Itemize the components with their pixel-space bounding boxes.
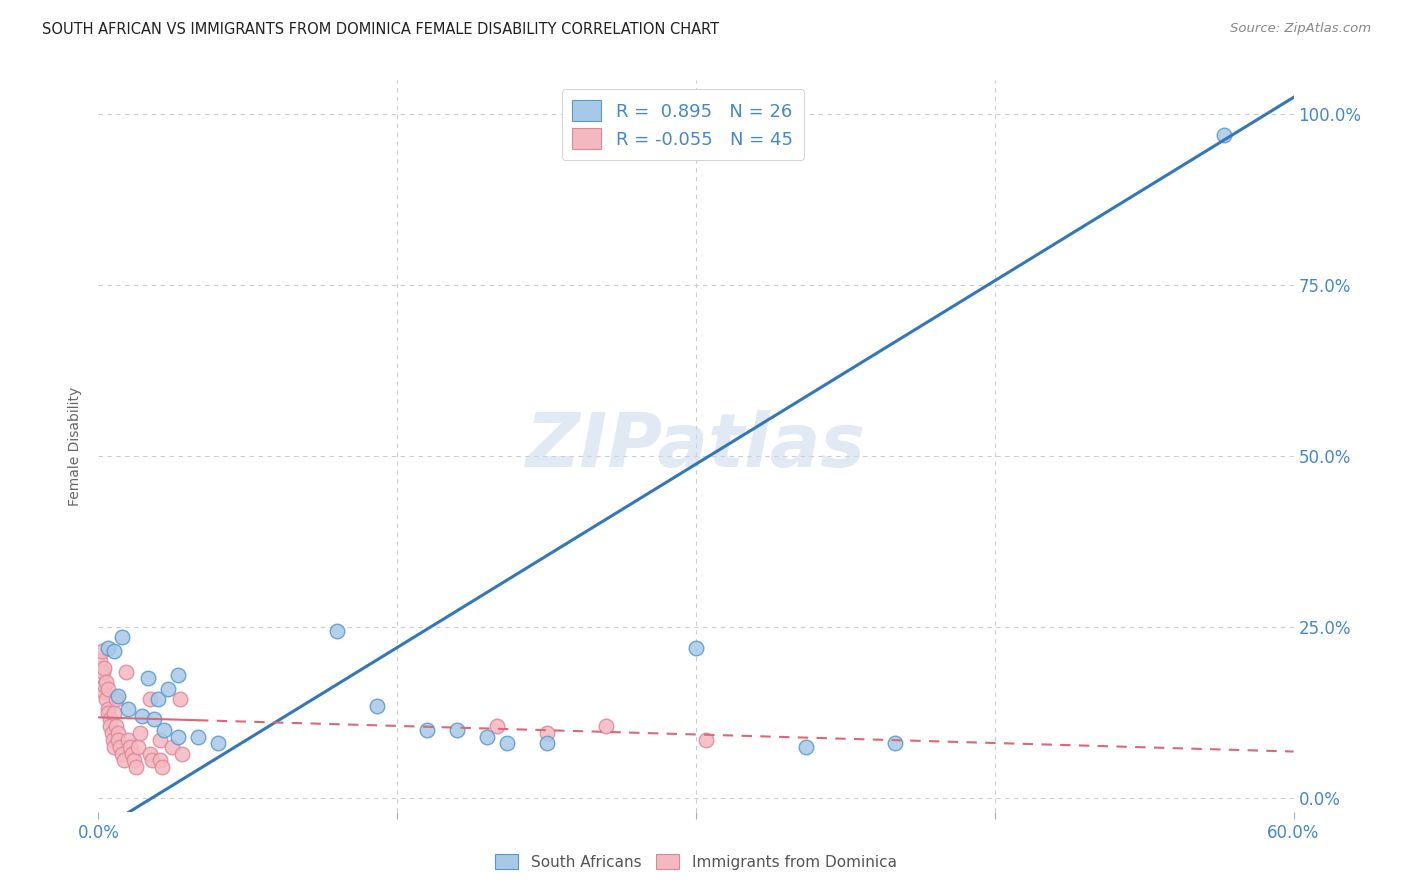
Point — [124, 754, 146, 768]
Point — [107, 733, 129, 747]
Point — [110, 739, 132, 754]
Point — [794, 739, 817, 754]
Point — [91, 644, 114, 658]
Point — [89, 654, 111, 668]
Text: Source: ZipAtlas.com: Source: ZipAtlas.com — [1230, 22, 1371, 36]
Point — [103, 739, 125, 754]
Text: ZIPatlas: ZIPatlas — [526, 409, 866, 483]
Point — [366, 698, 388, 713]
Point — [107, 689, 129, 703]
Point — [107, 726, 129, 740]
Point — [97, 702, 120, 716]
Point — [695, 733, 717, 747]
Point — [136, 672, 159, 686]
Point — [117, 733, 139, 747]
Point — [884, 736, 907, 750]
Legend: South Africans, Immigrants from Dominica: South Africans, Immigrants from Dominica — [488, 846, 904, 877]
Point — [120, 739, 142, 754]
Point — [595, 719, 617, 733]
Point — [149, 754, 172, 768]
Point — [139, 692, 162, 706]
Point — [167, 668, 190, 682]
Point — [475, 730, 498, 744]
Point — [169, 692, 191, 706]
Point — [207, 736, 229, 750]
Point — [685, 640, 707, 655]
Point — [127, 739, 149, 754]
Point — [105, 692, 128, 706]
Point — [167, 730, 190, 744]
Point — [93, 678, 115, 692]
Point — [416, 723, 439, 737]
Y-axis label: Female Disability: Female Disability — [69, 386, 83, 506]
Point — [100, 713, 122, 727]
Point — [139, 747, 162, 761]
Point — [149, 733, 172, 747]
Text: SOUTH AFRICAN VS IMMIGRANTS FROM DOMINICA FEMALE DISABILITY CORRELATION CHART: SOUTH AFRICAN VS IMMIGRANTS FROM DOMINIC… — [42, 22, 720, 37]
Point — [160, 739, 183, 754]
Point — [172, 747, 194, 761]
Point — [1212, 128, 1234, 142]
Point — [96, 674, 118, 689]
Point — [93, 665, 115, 679]
Point — [105, 719, 128, 733]
Point — [153, 723, 176, 737]
Point — [187, 730, 209, 744]
Point — [131, 709, 153, 723]
Point — [97, 681, 120, 696]
Point — [97, 706, 120, 720]
Point — [143, 713, 166, 727]
Point — [536, 736, 558, 750]
Point — [129, 726, 152, 740]
Point — [96, 692, 118, 706]
Point — [103, 733, 125, 747]
Point — [495, 736, 517, 750]
Point — [112, 754, 135, 768]
Point — [536, 726, 558, 740]
Point — [97, 640, 120, 655]
Point — [150, 760, 173, 774]
Point — [111, 747, 134, 761]
Point — [111, 631, 134, 645]
Point — [141, 754, 163, 768]
Point — [93, 685, 115, 699]
Point — [446, 723, 468, 737]
Point — [100, 719, 122, 733]
Point — [103, 706, 125, 720]
Point — [148, 692, 170, 706]
Point — [103, 644, 125, 658]
Point — [125, 760, 148, 774]
Point — [93, 661, 115, 675]
Point — [326, 624, 349, 638]
Point — [117, 702, 139, 716]
Point — [101, 726, 124, 740]
Point — [121, 747, 143, 761]
Point — [115, 665, 138, 679]
Point — [485, 719, 508, 733]
Point — [157, 681, 180, 696]
